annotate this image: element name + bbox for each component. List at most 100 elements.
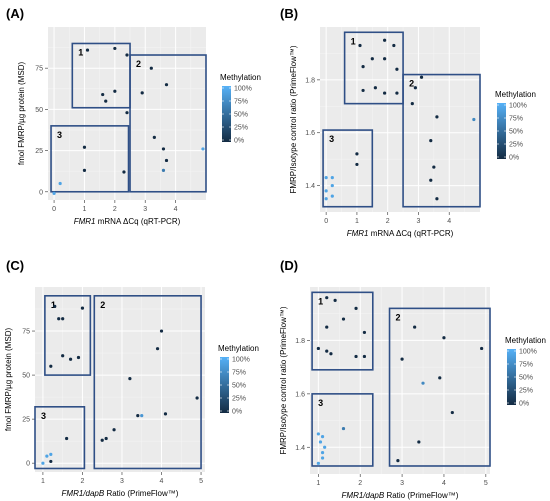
data-point xyxy=(65,436,69,441)
x-tick-label: 4 xyxy=(442,480,446,487)
data-point xyxy=(413,86,417,90)
panel-label-a: (A) xyxy=(6,6,25,21)
legend-label: 75% xyxy=(509,115,523,122)
data-point xyxy=(330,176,334,180)
x-tick-label: 2 xyxy=(386,218,390,225)
x-tick-label: 3 xyxy=(120,478,124,485)
data-point xyxy=(325,296,329,300)
data-point xyxy=(333,298,337,302)
group-box-2 xyxy=(402,73,481,208)
data-point xyxy=(323,445,327,449)
data-point xyxy=(53,304,57,308)
data-point xyxy=(201,147,205,151)
legend-title: Methylation xyxy=(218,344,259,353)
y-axis-label: FMRP/Isotype control ratio (PrimeFlow™) xyxy=(279,306,288,454)
data-point xyxy=(104,99,108,103)
group-box-label: 1 xyxy=(78,47,83,57)
data-point xyxy=(432,165,436,169)
y-axis-label: fmol FMRP/µg protein (MSD) xyxy=(4,328,13,432)
data-point xyxy=(383,91,387,95)
x-axis-label: FMR1 mRNA ΔCq (qRT-PCR) xyxy=(347,229,454,238)
legend-label: 25% xyxy=(519,387,533,394)
y-tick-label: 75 xyxy=(35,66,43,73)
data-point xyxy=(61,354,65,358)
plot-background xyxy=(310,287,490,474)
data-point xyxy=(429,178,433,182)
data-point xyxy=(125,53,129,57)
data-point xyxy=(325,325,329,329)
group-box-label: 2 xyxy=(136,59,141,69)
group-box-3 xyxy=(34,406,86,470)
data-point xyxy=(355,152,359,156)
data-point xyxy=(159,329,164,333)
x-axis-label: FMR1 mRNA ΔCq (qRT-PCR) xyxy=(74,217,181,226)
y-tick-label: 0 xyxy=(26,461,30,468)
data-point xyxy=(49,364,53,368)
group-box-label: 3 xyxy=(318,398,323,408)
data-point xyxy=(392,43,396,48)
data-point xyxy=(383,38,387,42)
data-point xyxy=(136,414,140,418)
data-point xyxy=(161,147,166,151)
data-point xyxy=(122,170,126,174)
data-point xyxy=(435,197,439,201)
group-box-label: 2 xyxy=(396,312,401,322)
legend-label: 25% xyxy=(232,395,246,402)
data-point xyxy=(324,197,328,201)
y-tick-label: 50 xyxy=(22,373,30,380)
y-tick-label: 1.8 xyxy=(295,338,305,345)
legend-colorbar xyxy=(497,103,506,159)
data-point xyxy=(362,354,367,359)
data-point xyxy=(330,194,334,198)
plot-background xyxy=(320,27,480,212)
panel-label-d: (D) xyxy=(280,258,299,273)
data-point xyxy=(320,435,325,439)
data-point xyxy=(320,456,325,460)
legend-label: 50% xyxy=(519,374,533,381)
data-point xyxy=(57,317,61,321)
data-point xyxy=(316,346,320,351)
data-point xyxy=(320,451,325,455)
legend-label: 75% xyxy=(232,369,246,376)
y-tick-label: 1.6 xyxy=(295,391,305,398)
x-tick-label: 4 xyxy=(160,478,164,485)
x-tick-label: 1 xyxy=(355,218,359,225)
chart-panel-b: 0 1 2 3 4 1.4 1.6 1.8 1 2 3 FMR1 mRNA ΔCq (qRT-PCR)… xyxy=(289,27,536,238)
x-tick-label: 5 xyxy=(484,480,488,487)
data-point xyxy=(354,354,358,359)
data-point xyxy=(400,357,404,361)
x-tick-label: 2 xyxy=(358,480,362,487)
data-point xyxy=(330,183,334,188)
group-box-1 xyxy=(343,31,404,105)
data-point xyxy=(438,376,442,380)
x-tick-label: 1 xyxy=(83,206,87,213)
chart-panel-a: 0 1 2 3 4 0 25 50 75 1 2 3 FMR1 mRNA ΔCq (qRT-PCR) fm… xyxy=(17,27,261,226)
data-point xyxy=(341,426,346,431)
data-point xyxy=(396,459,400,463)
group-box-3 xyxy=(50,125,130,193)
group-box-label: 3 xyxy=(329,134,334,144)
data-point xyxy=(395,67,399,71)
legend-label: 75% xyxy=(519,361,533,368)
x-axis-label: FMR1/dapB Ratio (PrimeFlow™) xyxy=(342,491,459,500)
group-box-label: 3 xyxy=(41,411,46,421)
plot-background xyxy=(35,287,205,472)
data-point xyxy=(140,414,144,418)
data-point xyxy=(164,158,169,163)
legend-label: 50% xyxy=(234,111,248,118)
data-point xyxy=(149,66,153,70)
data-point xyxy=(318,440,323,444)
data-point xyxy=(472,117,476,122)
legend-colorbar xyxy=(222,86,231,142)
data-point xyxy=(410,102,414,106)
data-point xyxy=(370,57,374,61)
x-tick-label: 4 xyxy=(447,218,451,225)
legend-label: 0% xyxy=(234,137,244,144)
data-point xyxy=(395,91,399,95)
group-box-3 xyxy=(322,129,374,208)
data-point xyxy=(373,86,377,90)
y-tick-label: 75 xyxy=(22,329,30,336)
data-point xyxy=(76,355,81,360)
data-point xyxy=(101,92,105,97)
